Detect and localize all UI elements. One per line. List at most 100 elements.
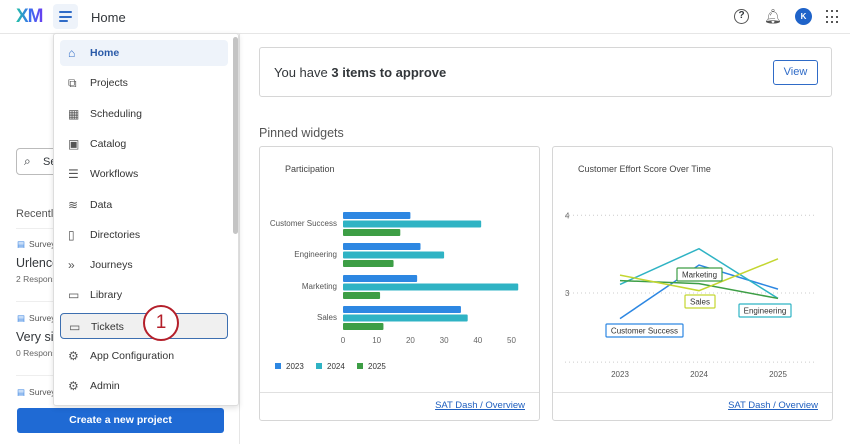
bar-2023 — [343, 243, 421, 250]
project-name[interactable]: Very sir — [16, 330, 58, 344]
legend-label: 2024 — [327, 362, 345, 371]
x-tick-label: 2025 — [769, 370, 787, 379]
line-engineering — [619, 247, 779, 300]
x-tick-label: 2023 — [611, 370, 629, 379]
library-icon: ▭ — [68, 288, 80, 303]
create-project-button[interactable]: Create a new project — [17, 408, 224, 433]
legend-label: 2023 — [286, 362, 304, 371]
database-icon: ≋ — [68, 197, 79, 212]
menu-item-workflows[interactable]: ☰ Workflows — [60, 161, 228, 187]
xm-logo[interactable]: XM — [16, 6, 43, 27]
bar-2023 — [343, 212, 411, 219]
category-label: Engineering — [294, 250, 337, 259]
journeys-icon: » — [68, 258, 75, 273]
menu-item-admin[interactable]: ⚙ Admin — [60, 373, 228, 399]
series-label: Sales — [690, 298, 710, 307]
survey-type: ▤ Survey — [17, 313, 56, 323]
bar-2023 — [343, 275, 418, 282]
widget-title: Participation — [285, 164, 335, 174]
category-label: Sales — [317, 313, 337, 322]
avatar[interactable]: K — [795, 8, 812, 25]
top-bar: XM Home ? 🔔︎ K — [0, 0, 850, 34]
bar-2025 — [343, 323, 384, 330]
x-tick-label: 40 — [473, 336, 482, 345]
home-icon: ⌂ — [68, 46, 76, 60]
legend-label: 2025 — [368, 362, 386, 371]
calendar-icon: ▦ — [68, 106, 80, 121]
series-label: Marketing — [682, 271, 717, 280]
survey-type: ▤ Survey — [17, 239, 56, 249]
series-label-box — [676, 267, 723, 282]
x-tick-label: 20 — [406, 336, 415, 345]
widget-link[interactable]: SAT Dash / Overview — [435, 400, 525, 411]
workflows-icon: ☰ — [68, 167, 79, 182]
directories-icon: ▯ — [68, 227, 75, 242]
bar-2025 — [343, 292, 381, 299]
survey-icon: ▤ — [17, 313, 26, 323]
step-badge: 1 — [143, 305, 179, 341]
x-tick-label: 50 — [507, 336, 516, 345]
bar-2023 — [343, 306, 461, 313]
effort-score-widget: Customer Effort Score Over Time 3 4 2023 20… — [552, 146, 833, 421]
menu-item-library[interactable]: ▭ Library — [60, 282, 228, 308]
series-label-box — [738, 303, 792, 318]
bar-2024 — [343, 220, 482, 228]
legend-swatch — [316, 363, 322, 369]
x-tick-label: 0 — [341, 336, 346, 345]
series-label: Customer Success — [611, 327, 678, 336]
menu-item-journeys[interactable]: » Journeys — [60, 252, 228, 278]
menu-item-home[interactable]: ⌂ Home — [60, 40, 228, 66]
page-title: Home — [91, 10, 126, 25]
menu-item-app-configuration[interactable]: ⚙ App Configuration — [60, 343, 228, 369]
series-label-box — [605, 323, 684, 338]
category-label: Customer Success — [270, 219, 337, 228]
approval-card: You have 3 items to approve View — [259, 47, 832, 97]
navigation-menu: ⌂ Home ⧉ Projects ▦ Scheduling ▣ Catalog ☰ Workfl… — [53, 33, 239, 406]
left-panel — [0, 34, 240, 444]
x-tick-label: 10 — [372, 336, 381, 345]
x-tick-label: 2024 — [690, 370, 708, 379]
line-sales — [619, 258, 779, 292]
response-count: 0 Respons — [16, 348, 57, 358]
legend-swatch — [275, 363, 281, 369]
survey-icon: ▤ — [17, 239, 26, 249]
projects-icon: ⧉ — [68, 76, 77, 91]
bar-2024 — [343, 314, 468, 322]
response-count: 2 Respons — [16, 274, 57, 284]
apps-grid-icon[interactable] — [826, 10, 840, 24]
y-tick-label: 4 — [565, 211, 570, 220]
menu-item-catalog[interactable]: ▣ Catalog — [60, 131, 228, 157]
gears-icon: ⚙ — [68, 379, 79, 394]
approval-text: You have 3 items to approve — [274, 65, 447, 80]
effort-score-chart: 3 4 2023 2024 2025 Customer Success Engineerin… — [565, 211, 815, 379]
menu-item-directories[interactable]: ▯ Directories — [60, 222, 228, 248]
menu-toggle-button[interactable] — [53, 4, 78, 29]
menu-scrollbar[interactable] — [233, 37, 238, 234]
category-label: Marketing — [302, 282, 337, 291]
bar-2025 — [343, 229, 401, 236]
app-config-icon: ⚙ — [68, 349, 79, 363]
participation-chart: Customer Success Engineering Marketing Sale… — [270, 212, 519, 371]
project-name[interactable]: Urlenco — [16, 256, 60, 270]
menu-item-data[interactable]: ≋ Data — [60, 192, 228, 218]
recently-heading: Recently — [16, 208, 59, 220]
widget-title: Customer Effort Score Over Time — [578, 164, 711, 174]
survey-type: ▤ Survey — [17, 387, 56, 397]
bell-icon[interactable]: 🔔︎ — [764, 8, 782, 24]
bar-2024 — [343, 283, 519, 291]
y-tick-label: 3 — [565, 289, 570, 298]
menu-item-tickets[interactable]: ▭ Tickets — [60, 312, 228, 339]
help-icon[interactable]: ? — [734, 9, 749, 24]
view-button[interactable]: View — [773, 60, 818, 85]
series-label: Engineering — [744, 307, 787, 316]
widget-link[interactable]: SAT Dash / Overview — [728, 400, 818, 411]
participation-widget: Participation Customer Success Engineerin… — [259, 146, 540, 421]
bar-2024 — [343, 251, 445, 259]
search-icon: ⌕ — [24, 154, 31, 168]
bar-2025 — [343, 260, 394, 267]
menu-item-projects[interactable]: ⧉ Projects — [60, 70, 228, 96]
survey-icon: ▤ — [17, 387, 26, 397]
legend-swatch — [357, 363, 363, 369]
x-tick-label: 30 — [440, 336, 449, 345]
menu-item-scheduling[interactable]: ▦ Scheduling — [60, 101, 228, 127]
